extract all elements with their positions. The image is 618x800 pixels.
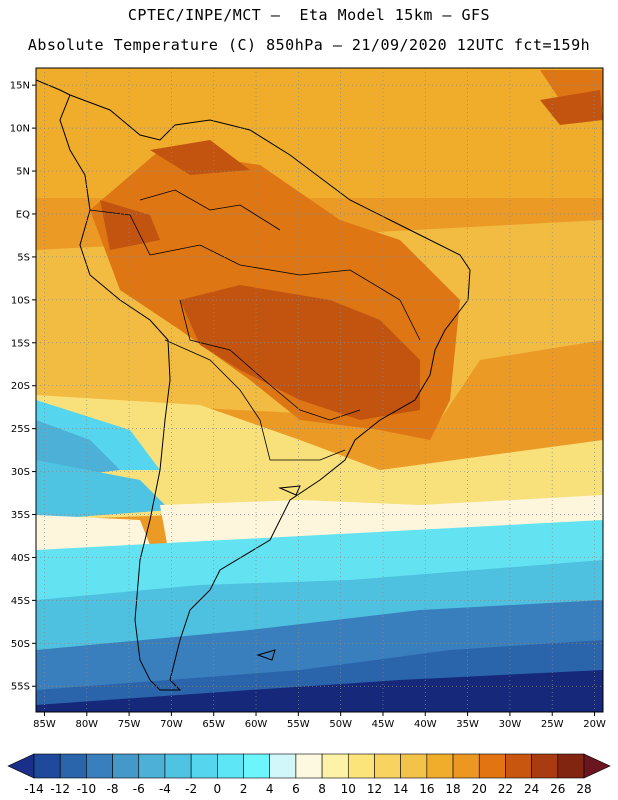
longitude-tick-label: 30W <box>499 719 522 730</box>
colorbar-level-label: 24 <box>524 782 539 796</box>
longitude-tick-label: 80W <box>75 719 98 730</box>
colorbar-cell <box>86 753 113 779</box>
colorbar-cell <box>321 753 349 779</box>
colorbar-cell <box>557 753 585 779</box>
colorbar-level-label: -4 <box>159 782 171 796</box>
colorbar-level-label: -6 <box>133 782 145 796</box>
colorbar-level-label: 4 <box>266 782 274 796</box>
colorbar-cell <box>452 753 480 779</box>
latitude-tick-label: 5S <box>17 252 30 263</box>
latitude-tick-label: 55S <box>11 682 30 693</box>
colorbar-level-label: -8 <box>107 782 119 796</box>
longitude-axis: 85W 80W 75W 70W 65W 60W 55W 50W 45W 40W 35W 30W 25W 2… <box>33 712 606 730</box>
colorbar-level-label: 22 <box>498 782 513 796</box>
colorbar-cell <box>400 753 428 779</box>
latitude-tick-label: 45S <box>11 596 30 607</box>
latitude-tick-label: 5N <box>16 167 30 178</box>
map-title-line-2: Absolute Temperature (C) 850hPa – 21/09/… <box>27 36 591 54</box>
longitude-tick-label: 85W <box>33 719 56 730</box>
colorbar-level-label: 6 <box>292 782 300 796</box>
colorbar-cell <box>426 753 454 779</box>
latitude-tick-label: 20S <box>11 381 30 392</box>
coastline <box>36 79 471 691</box>
temperature-map: 15N 10N 5N EQ 5S 10S 15S 20S 25S 30S 35S 40S 45S 50S 5… <box>10 67 606 730</box>
colorbar-level-label: 16 <box>419 782 434 796</box>
colorbar-cell <box>269 753 297 779</box>
longitude-tick-label: 20W <box>583 719 606 730</box>
colorbar-cell <box>138 753 166 779</box>
longitude-tick-label: 25W <box>541 719 564 730</box>
colorbar-level-label: -14 <box>24 782 44 796</box>
colorbar-level-label: 0 <box>214 782 222 796</box>
colorbar-level-label: -12 <box>50 782 70 796</box>
colorbar-cell <box>295 753 323 779</box>
temperature-colorbar: -14 -12 -10 -8 -6 -4 -2 0 2 4 6 8 10 12 14 16 18 20 22 24 26… <box>7 753 611 796</box>
colorbar-cell <box>531 753 559 779</box>
longitude-tick-label: 50W <box>329 719 352 730</box>
map-border <box>35 67 604 713</box>
colorbar-level-label: 26 <box>550 782 565 796</box>
longitude-tick-label: 55W <box>287 719 310 730</box>
latitude-tick-label: 25S <box>11 424 30 435</box>
colorbar-level-label: 20 <box>472 782 487 796</box>
colorbar-cell <box>243 753 271 779</box>
latitude-tick-label: 40S <box>11 553 30 564</box>
colorbar-cell <box>478 753 506 779</box>
colorbar-level-label: 28 <box>576 782 591 796</box>
colorbar-cell <box>33 753 61 779</box>
colorbar-cell <box>164 753 192 779</box>
longitude-tick-label: 70W <box>160 719 183 730</box>
colorbar-level-label: 12 <box>367 782 382 796</box>
colorbar-cell <box>347 753 375 779</box>
colorbar-cell <box>190 753 218 779</box>
colorbar-max-arrow <box>583 753 611 779</box>
colorbar-cell <box>217 753 244 779</box>
latitude-axis: 15N 10N 5N EQ 5S 10S 15S 20S 25S 30S 35S 40S 45S 50S 5… <box>10 81 36 693</box>
temperature-field <box>36 68 603 712</box>
latitude-tick-label: 15S <box>11 338 30 349</box>
colorbar-level-label: -2 <box>185 782 197 796</box>
longitude-tick-label: 35W <box>456 719 479 730</box>
colorbar-cell <box>112 753 140 779</box>
longitude-tick-label: 65W <box>202 719 225 730</box>
map-title-line-1: CPTEC/INPE/MCT – Eta Model 15km – GFS <box>127 6 491 24</box>
latitude-tick-label: EQ <box>16 209 30 220</box>
latitude-tick-label: 10N <box>10 124 30 135</box>
longitude-tick-label: 60W <box>245 719 268 730</box>
colorbar-level-label: 14 <box>393 782 408 796</box>
graticule <box>36 68 603 712</box>
longitude-tick-label: 45W <box>372 719 395 730</box>
colorbar-level-label: 18 <box>445 782 460 796</box>
longitude-tick-label: 40W <box>414 719 437 730</box>
latitude-tick-label: 30S <box>11 467 30 478</box>
latitude-tick-label: 50S <box>11 639 30 650</box>
colorbar-level-label: 8 <box>318 782 326 796</box>
colorbar-cell <box>374 753 401 779</box>
latitude-tick-label: 15N <box>10 81 30 92</box>
latitude-tick-label: 10S <box>11 295 30 306</box>
colorbar-level-label: 2 <box>240 782 248 796</box>
colorbar-level-label: 10 <box>341 782 356 796</box>
colorbar-level-label: -10 <box>77 782 97 796</box>
colorbar-cell <box>505 753 532 779</box>
colorbar-cell <box>59 753 87 779</box>
latitude-tick-label: 35S <box>11 510 30 521</box>
longitude-tick-label: 75W <box>118 719 141 730</box>
colorbar-min-arrow <box>7 753 35 779</box>
